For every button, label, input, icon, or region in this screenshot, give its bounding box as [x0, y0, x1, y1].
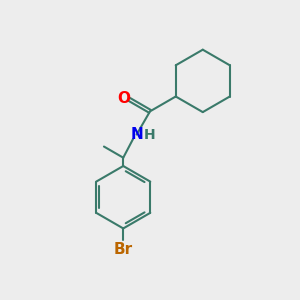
Text: N: N — [130, 127, 143, 142]
Text: O: O — [118, 92, 130, 106]
Text: H: H — [144, 128, 156, 142]
Text: Br: Br — [114, 242, 133, 257]
